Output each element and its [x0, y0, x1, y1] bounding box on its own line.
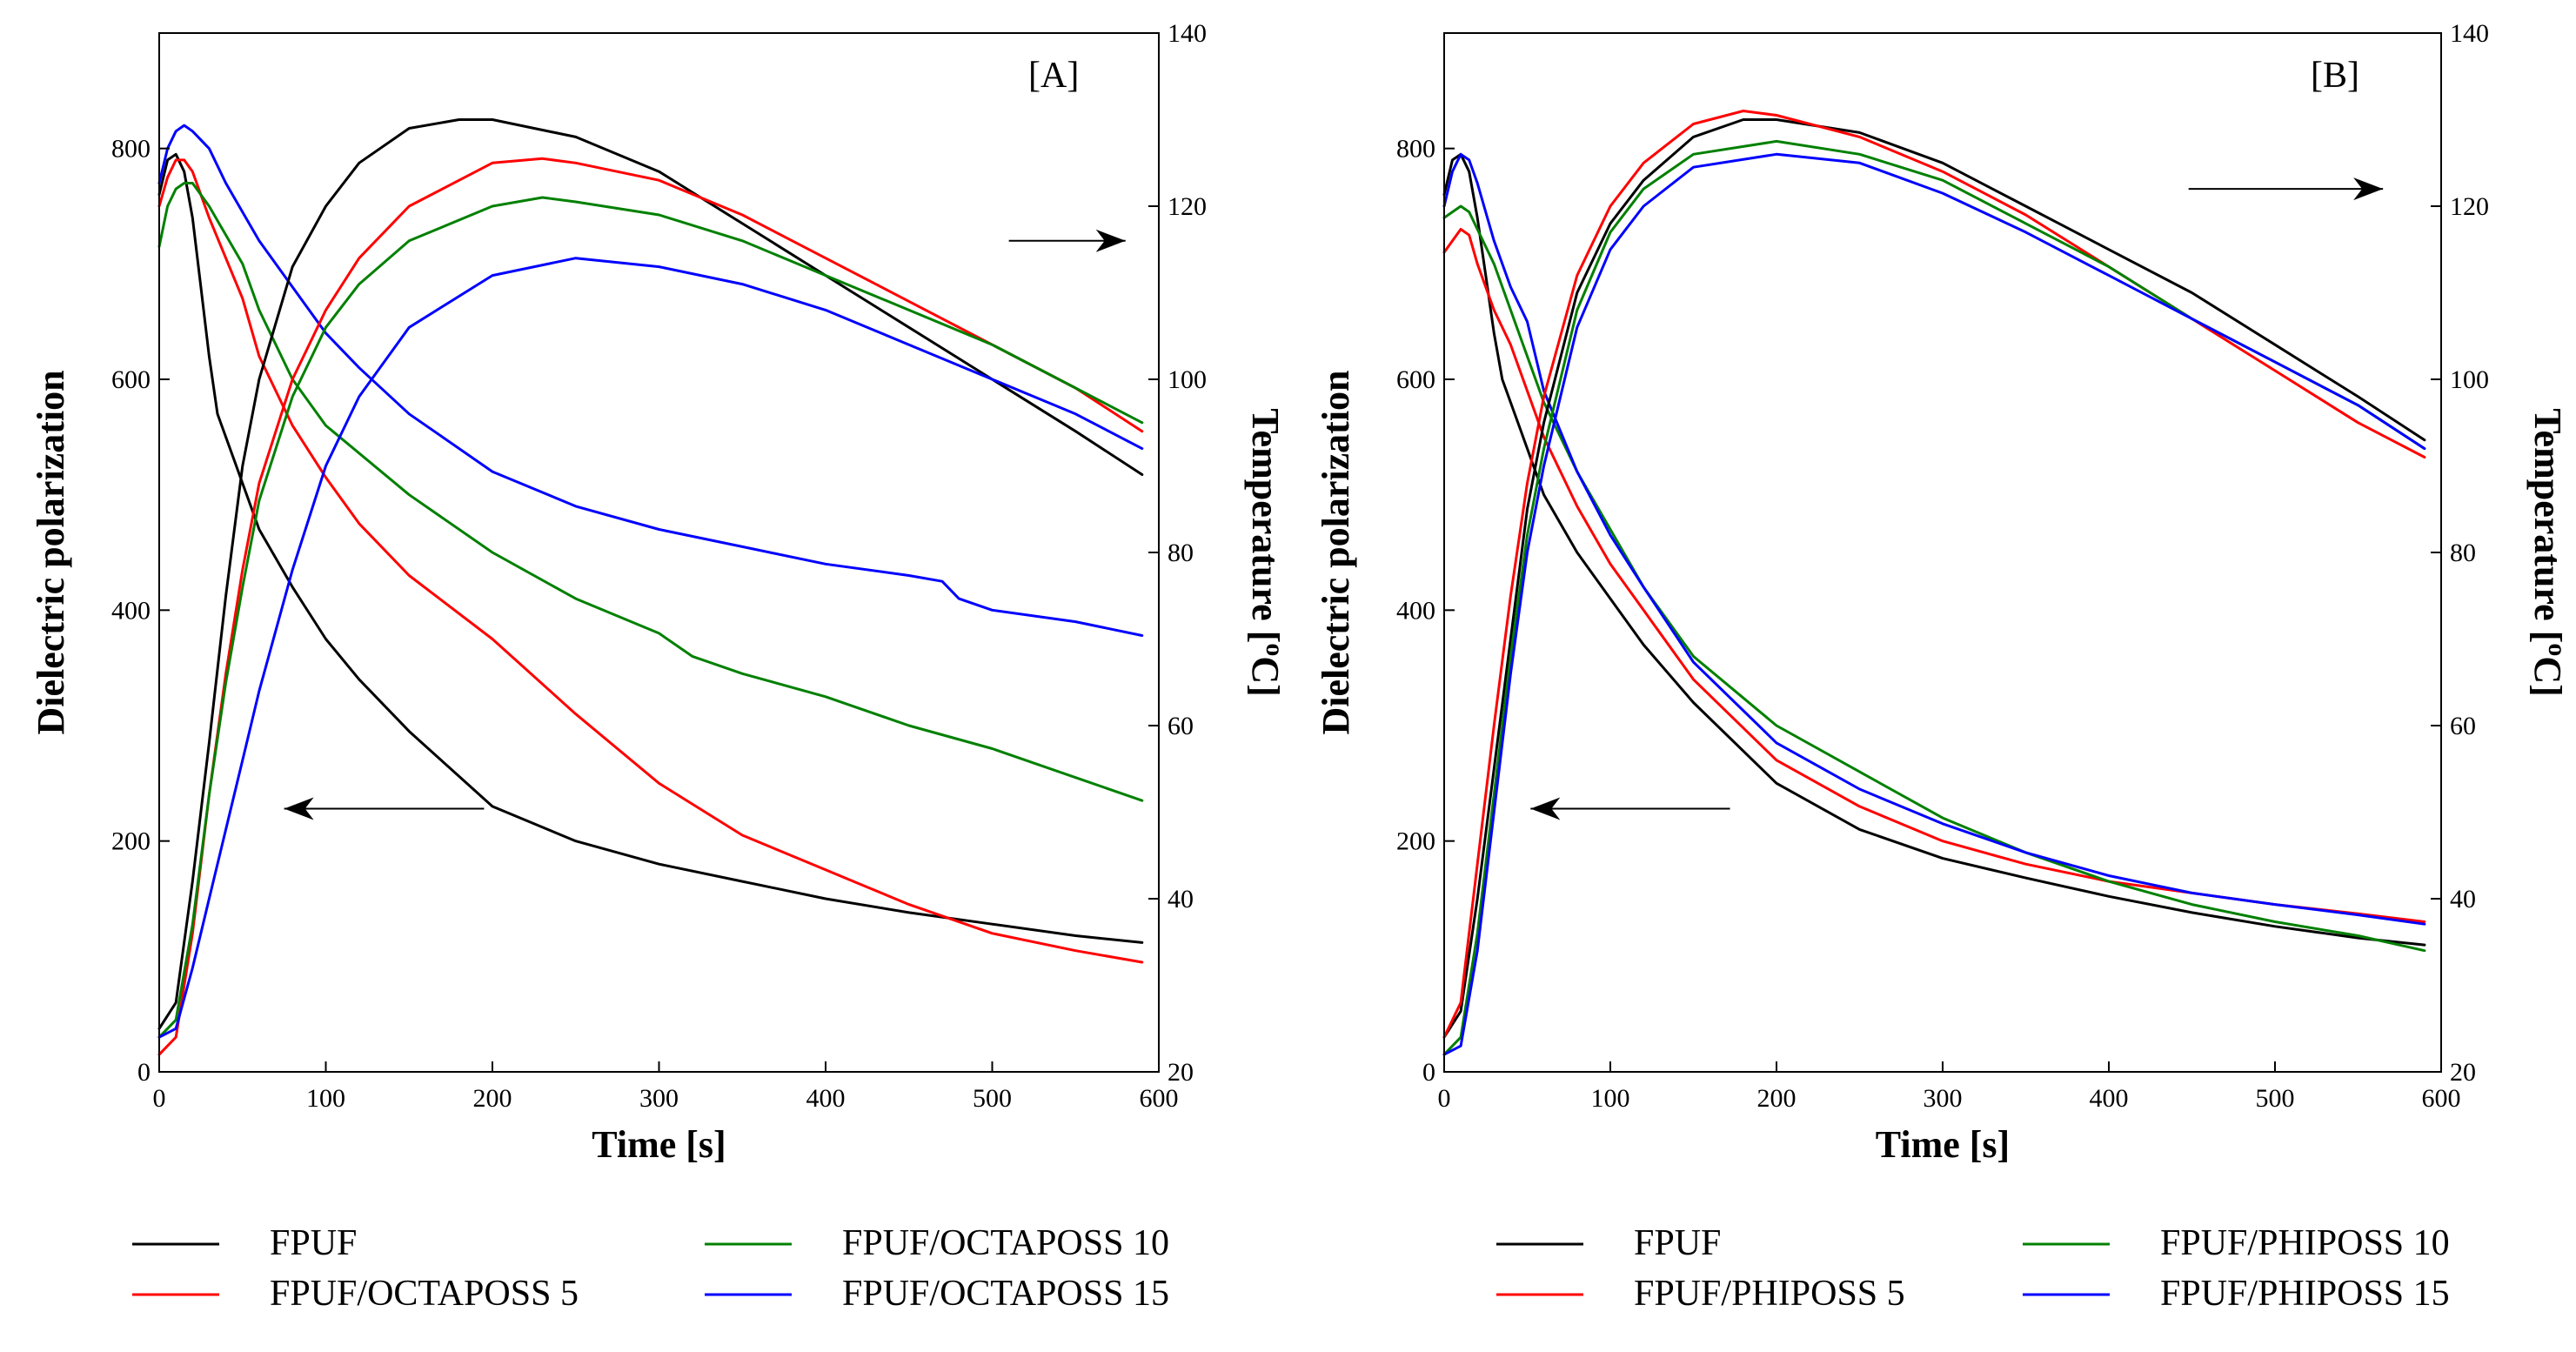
x-tick-label: 100: [1591, 1084, 1630, 1113]
legend-label: FPUF: [1634, 1223, 1721, 1263]
legend-item: FPUF: [132, 1223, 357, 1263]
y2-axis-title-b: Temperature [oC]: [2526, 408, 2572, 697]
arrow-left: [284, 797, 485, 820]
y2-axis-title-a: Temperature [oC]: [1244, 408, 1289, 697]
x-tick-label: 400: [2090, 1084, 2129, 1113]
y-axis-title-a: Dielectric polarization: [30, 370, 72, 734]
arrow-right: [2188, 177, 2384, 201]
legend-label: FPUF/PHIPOSS 15: [2160, 1274, 2450, 1314]
x-tick-label: 500: [973, 1084, 1012, 1113]
series-line-polarization-2: [1442, 204, 2426, 953]
x-tick-label: 500: [2256, 1084, 2295, 1113]
x-tick-label: 600: [2422, 1084, 2461, 1113]
series-line-temperature-4: [157, 118, 1144, 1030]
y2-tick-label: 140: [1168, 19, 1207, 48]
x-tick-label: 300: [1924, 1084, 1963, 1113]
legend-item: FPUF/OCTAPOSS 15: [705, 1274, 1169, 1314]
legend-label: FPUF/OCTAPOSS 5: [270, 1274, 579, 1314]
series-line-polarization-3: [157, 124, 1144, 637]
series-line-temperature-7: [157, 257, 1144, 1039]
series-line-temperature-4: [1442, 118, 2426, 1039]
series-line-polarization-0: [157, 152, 1144, 944]
series-layer-a: [157, 118, 1144, 1056]
legend-item: FPUF/PHIPOSS 15: [2023, 1274, 2450, 1314]
series-line-polarization-1: [157, 158, 1144, 964]
legend-item: FPUF/OCTAPOSS 5: [132, 1274, 579, 1314]
y-tick-label: 400: [111, 596, 151, 625]
legend-label: FPUF/PHIPOSS 10: [2160, 1223, 2450, 1263]
series-line-polarization-2: [157, 182, 1144, 802]
series-line-polarization-3: [1442, 152, 2426, 926]
arrows-layer-b: [1530, 177, 2384, 820]
y2-tick-label: 20: [2450, 1058, 2476, 1087]
y2-tick-label: 20: [1168, 1058, 1194, 1087]
y-tick-label: 400: [1396, 596, 1435, 625]
panel-b: 0 100 200 300 400 500 600 0 200 400 600 800 20 40 60 80…: [1315, 19, 2572, 1166]
legend-item: FPUF/PHIPOSS 5: [1496, 1274, 1905, 1314]
legend-label: FPUF/OCTAPOSS 10: [842, 1223, 1169, 1263]
y2-tick-label: 80: [2450, 539, 2476, 567]
y-tick-label: 200: [1396, 827, 1435, 856]
x-axis-title-a: Time [s]: [592, 1123, 726, 1166]
x-axis-title-b: Time [s]: [1876, 1123, 2010, 1166]
legend-label: FPUF: [270, 1223, 357, 1263]
y2-tick-label: 40: [1168, 885, 1194, 914]
series-line-temperature-6: [157, 196, 1144, 1039]
y-tick-label: 800: [111, 135, 151, 164]
x-tick-label: 200: [1757, 1084, 1797, 1113]
y-tick-label: 0: [137, 1058, 151, 1087]
legend-b: FPUF FPUF/PHIPOSS 10 FPUF/PHIPOSS 5 FPUF/PH…: [1496, 1223, 2450, 1314]
arrows-layer-a: [284, 229, 1126, 820]
x-tick-label: 400: [806, 1084, 846, 1113]
series-layer-b: [1442, 110, 2426, 1056]
legend-item: FPUF: [1496, 1223, 1721, 1263]
panel-label-b: [B]: [2311, 56, 2359, 96]
legend-item: FPUF/OCTAPOSS 10: [705, 1223, 1169, 1263]
y2-tick-label: 40: [2450, 885, 2476, 914]
series-line-temperature-7: [1442, 152, 2426, 1056]
x-tick-label: 0: [1438, 1084, 1451, 1113]
y-axis-title-b: Dielectric polarization: [1315, 370, 1357, 734]
y2-tick-label: 120: [1168, 192, 1207, 221]
x-tick-label: 100: [306, 1084, 345, 1113]
y2-tick-label: 60: [2450, 712, 2476, 740]
panel-label-a: [A]: [1028, 56, 1079, 96]
x-tick-label: 0: [153, 1084, 166, 1113]
ticks-layer-a: 0 100 200 300 400 500 600 0 200 400 600 800 20 40 60 80…: [111, 19, 1207, 1113]
panel-a: 0 100 200 300 400 500 600 0 200 400 600 800 20 40 60 80…: [30, 19, 1289, 1166]
y2-tick-label: 120: [2450, 192, 2489, 221]
arrow-left: [1530, 797, 1730, 820]
legend-item: FPUF/PHIPOSS 10: [2023, 1223, 2450, 1263]
legend-label: FPUF/PHIPOSS 5: [1634, 1274, 1905, 1314]
y2-tick-label: 60: [1168, 712, 1194, 740]
series-line-polarization-0: [1442, 152, 2426, 947]
y2-tick-label: 100: [1168, 365, 1207, 394]
y2-tick-label: 80: [1168, 539, 1194, 567]
y-tick-label: 800: [1396, 135, 1435, 164]
y2-tick-label: 100: [2450, 365, 2489, 394]
arrow-right: [1008, 229, 1126, 252]
legend-label: FPUF/OCTAPOSS 15: [842, 1274, 1169, 1314]
x-tick-label: 600: [1140, 1084, 1179, 1113]
legend-a: FPUF FPUF/OCTAPOSS 10 FPUF/OCTAPOSS 5 FPUF/…: [132, 1223, 1169, 1314]
x-tick-label: 300: [639, 1084, 679, 1113]
y2-tick-label: 140: [2450, 19, 2489, 48]
ticks-layer-b: 0 100 200 300 400 500 600 0 200 400 600 800 20 40 60 80…: [1396, 19, 2489, 1113]
y-tick-label: 0: [1422, 1058, 1435, 1087]
y-tick-label: 600: [111, 365, 151, 394]
x-tick-label: 200: [473, 1084, 512, 1113]
series-line-polarization-1: [1442, 228, 2426, 923]
y-tick-label: 600: [1396, 365, 1435, 394]
y-tick-label: 200: [111, 827, 151, 856]
